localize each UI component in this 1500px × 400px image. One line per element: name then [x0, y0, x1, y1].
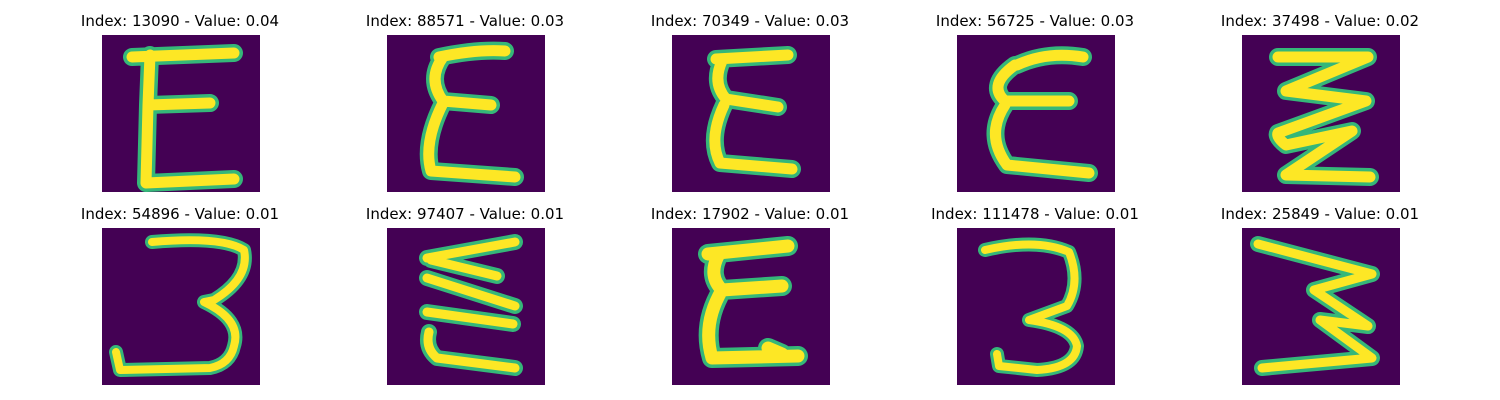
handwritten-glyph — [419, 41, 524, 186]
handwritten-glyph — [705, 46, 801, 178]
panel-title: Index: 88571 - Value: 0.03 — [365, 12, 565, 30]
handwritten-glyph — [978, 237, 1084, 377]
digit-image — [1242, 35, 1400, 192]
panel-title: Index: 111478 - Value: 0.01 — [931, 205, 1139, 223]
handwritten-glyph — [1250, 236, 1380, 376]
panel-title: Index: 70349 - Value: 0.03 — [650, 12, 850, 30]
handwritten-glyph — [1268, 48, 1379, 186]
digit-image — [957, 228, 1115, 385]
panel-9: Index: 111478 - Value: 0.01 — [885, 193, 1185, 386]
panel-7: Index: 97407 - Value: 0.01 — [315, 193, 615, 386]
digit-image — [1242, 228, 1400, 385]
digit-image — [387, 228, 545, 385]
panel-2: Index: 88571 - Value: 0.03 — [315, 0, 615, 193]
panel-title: Index: 13090 - Value: 0.04 — [80, 12, 280, 30]
digit-image — [672, 228, 830, 385]
panel-title: Index: 17902 - Value: 0.01 — [650, 205, 850, 223]
digit-image — [387, 35, 545, 192]
panel-title: Index: 54896 - Value: 0.01 — [80, 205, 280, 223]
handwritten-glyph — [419, 234, 523, 376]
panel-6: Index: 54896 - Value: 0.01 — [30, 193, 330, 386]
handwritten-glyph — [698, 236, 808, 368]
digit-image — [102, 35, 260, 192]
panel-title: Index: 37498 - Value: 0.02 — [1220, 12, 1420, 30]
panel-4: Index: 56725 - Value: 0.03 — [885, 0, 1185, 193]
handwritten-glyph — [123, 44, 243, 192]
digit-image — [957, 35, 1115, 192]
panel-title: Index: 25849 - Value: 0.01 — [1220, 205, 1420, 223]
panel-title: Index: 56725 - Value: 0.03 — [935, 12, 1135, 30]
panel-8: Index: 17902 - Value: 0.01 — [600, 193, 900, 386]
panel-1: Index: 13090 - Value: 0.04 — [30, 0, 330, 193]
panel-title: Index: 97407 - Value: 0.01 — [365, 205, 565, 223]
panel-5: Index: 37498 - Value: 0.02 — [1170, 0, 1470, 193]
digit-image — [672, 35, 830, 192]
handwritten-glyph — [986, 46, 1098, 182]
handwritten-glyph — [109, 233, 252, 377]
panel-10: Index: 25849 - Value: 0.01 — [1170, 193, 1470, 386]
panel-3: Index: 70349 - Value: 0.03 — [600, 0, 900, 193]
digit-image — [102, 228, 260, 385]
